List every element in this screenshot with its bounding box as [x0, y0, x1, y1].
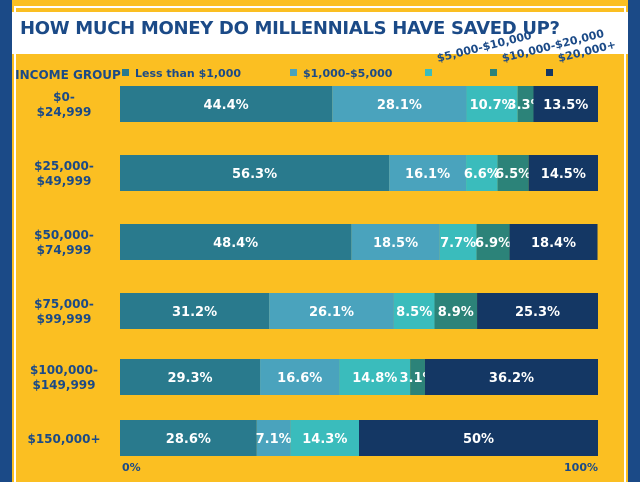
bar-segment-r4-s5	[477, 293, 598, 329]
legend-swatch-4	[490, 69, 497, 76]
legend-swatch-5	[546, 69, 553, 76]
data-label-r5-s5: 36.2%	[489, 371, 534, 386]
legend-swatch-2	[290, 69, 297, 76]
data-label-r6-s1: 28.6%	[166, 432, 211, 447]
category-label-4-2: $99,999	[37, 312, 92, 326]
category-label-4-1: $75,000-	[34, 297, 94, 311]
data-label-r1-s5: 13.5%	[543, 98, 588, 113]
bar-segment-r4-s3	[393, 293, 435, 329]
bar-segment-r1-s1	[120, 86, 333, 122]
bar-segment-r3-s2	[351, 224, 440, 260]
category-label-2-1: $25,000-	[34, 159, 94, 173]
data-label-r2-s2: 16.1%	[405, 167, 450, 182]
bar-segment-r6-s1	[120, 420, 257, 456]
category-label-3-1: $50,000-	[34, 228, 94, 242]
bar-segment-r5-s5	[424, 359, 598, 395]
bar-segment-r3-s1	[120, 224, 352, 260]
bar-segment-r4-s2	[269, 293, 394, 329]
bar-segment-r5-s4	[410, 359, 425, 395]
data-label-r2-s1: 56.3%	[232, 167, 277, 182]
bar-segment-r2-s4	[497, 155, 529, 191]
bar-segment-r6-s3	[290, 420, 359, 456]
category-label-3-2: $74,999	[37, 243, 92, 257]
category-label-5-1: $100,000-	[30, 363, 98, 377]
legend-label-1: Less than $1,000	[135, 67, 241, 80]
bar-segment-r1-s2	[332, 86, 467, 122]
data-label-r2-s3: 6.6%	[464, 167, 500, 182]
data-label-r3-s4: 6.9%	[475, 236, 511, 251]
frame-left-line	[14, 6, 16, 482]
bar-segment-r5-s3	[339, 359, 411, 395]
data-label-r5-s3: 14.8%	[352, 371, 397, 386]
legend-swatch-1	[122, 69, 129, 76]
bar-segment-r2-s2	[389, 155, 467, 191]
bar-segment-r3-s4	[476, 224, 510, 260]
bar-segment-r3-s3	[439, 224, 477, 260]
bar-segment-r1-s3	[466, 86, 518, 122]
frame-right-line	[624, 6, 626, 482]
bar-segment-r5-s2	[260, 359, 340, 395]
data-label-r4-s5: 25.3%	[515, 305, 560, 320]
bar-segment-r2-s3	[466, 155, 498, 191]
bar-segment-r4-s4	[434, 293, 478, 329]
data-label-r1-s2: 28.1%	[377, 98, 422, 113]
legend-swatch-3	[425, 69, 432, 76]
bar-segment-r6-s5	[359, 420, 598, 456]
category-label-1-1: $0-	[53, 90, 75, 104]
bar-segment-r4-s1	[120, 293, 270, 329]
x-axis-end-label: 100%	[564, 461, 598, 474]
data-label-r3-s1: 48.4%	[213, 236, 258, 251]
title-band	[12, 12, 628, 54]
bar-segment-r3-s5	[509, 224, 598, 260]
category-label-1-2: $24,999	[37, 105, 92, 119]
bar-segment-r5-s1	[120, 359, 261, 395]
category-label-2-2: $49,999	[37, 174, 92, 188]
data-label-r6-s3: 14.3%	[302, 432, 347, 447]
data-label-r4-s4: 8.9%	[438, 305, 474, 320]
bar-segment-r2-s5	[528, 155, 598, 191]
bar-segment-r2-s1	[120, 155, 390, 191]
data-label-r3-s2: 18.5%	[373, 236, 418, 251]
data-label-r2-s4: 6.5%	[495, 167, 531, 182]
bar-segment-r1-s4	[517, 86, 534, 122]
data-label-r5-s2: 16.6%	[277, 371, 322, 386]
category-label-6-1: $150,000+	[27, 432, 100, 446]
data-label-r5-s1: 29.3%	[167, 371, 212, 386]
frame-top-line	[14, 6, 626, 8]
data-label-r4-s1: 31.2%	[172, 305, 217, 320]
bar-segment-r6-s2	[256, 420, 291, 456]
y-axis-label: INCOME GROUP	[15, 68, 121, 82]
x-axis-start-label: 0%	[122, 461, 141, 474]
data-label-r3-s3: 7.7%	[440, 236, 476, 251]
legend-label-2: $1,000-$5,000	[303, 67, 393, 80]
data-label-r3-s5: 18.4%	[531, 236, 576, 251]
data-label-r6-s2: 7.1%	[256, 432, 292, 447]
data-label-r2-s5: 14.5%	[541, 167, 586, 182]
data-label-r1-s3: 10.7%	[470, 98, 515, 113]
data-label-r6-s5: 50%	[463, 432, 494, 447]
chart-title: HOW MUCH MONEY DO MILLENNIALS HAVE SAVED…	[20, 18, 560, 39]
category-label-5-2: $149,999	[32, 378, 95, 392]
data-label-r4-s3: 8.5%	[396, 305, 432, 320]
data-label-r4-s2: 26.1%	[309, 305, 354, 320]
bar-segment-r1-s5	[533, 86, 598, 122]
data-label-r1-s1: 44.4%	[204, 98, 249, 113]
